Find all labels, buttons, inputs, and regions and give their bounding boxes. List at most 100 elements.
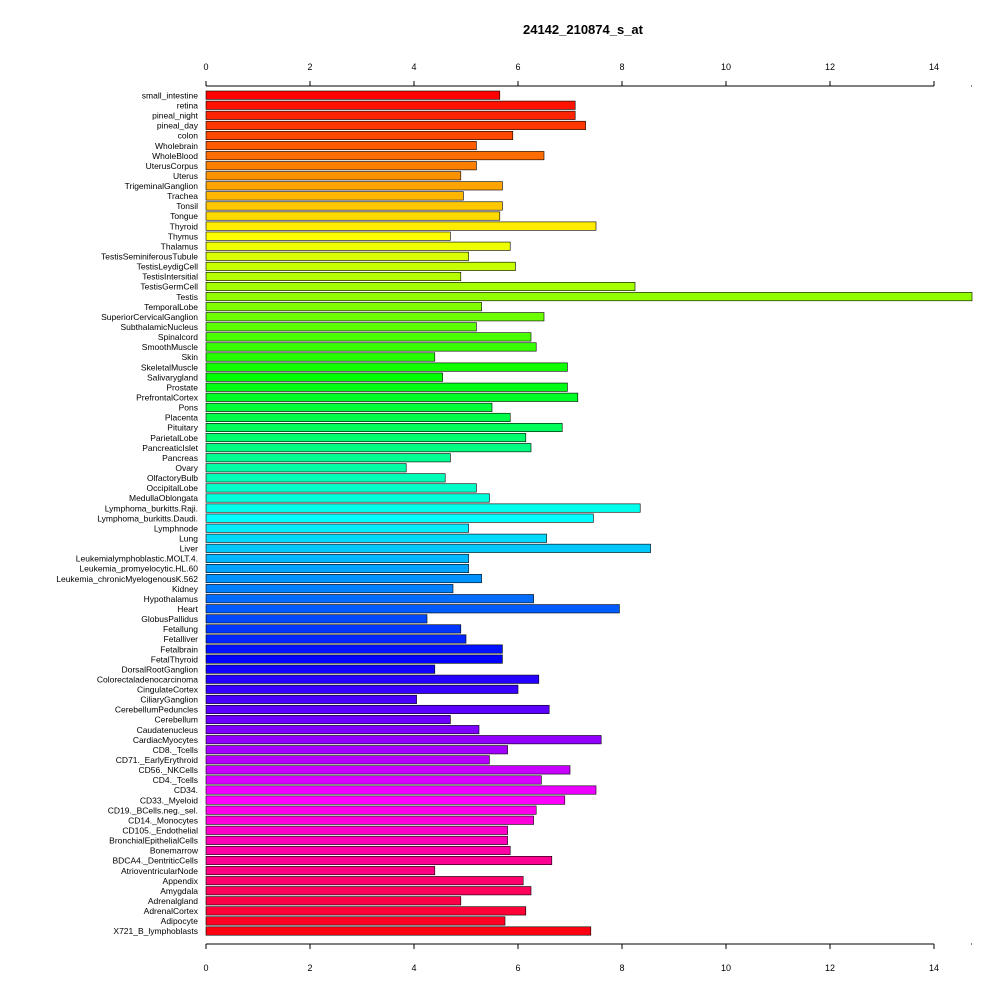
- category-label: Placenta: [165, 413, 198, 423]
- bar-Wholebrain: [205, 141, 477, 151]
- bar-CD105._Endothelial: [205, 825, 508, 835]
- bar-Fetalliver: [205, 634, 467, 644]
- category-label: Pons: [179, 403, 198, 413]
- category-label: Trachea: [167, 191, 198, 201]
- bar-DorsalRootGanglion: [205, 664, 436, 674]
- bar-CD14._Monocytes: [205, 815, 534, 825]
- bar-Bonemarrow: [205, 845, 511, 855]
- category-label: AtrioventricularNode: [121, 866, 198, 876]
- top-axis-tick-label: 4: [411, 62, 416, 72]
- category-label: CD105._Endothelial: [122, 826, 198, 836]
- category-label: Bonemarrow: [150, 846, 199, 856]
- category-label: Leukemialymphoblastic.MOLT.4.: [76, 554, 198, 564]
- category-label: Fetallung: [163, 624, 198, 634]
- bar-Liver: [205, 543, 651, 553]
- bar-Ovary: [205, 463, 407, 473]
- bar-WholeBlood: [205, 151, 545, 161]
- bar-PancreaticIslet: [205, 443, 532, 453]
- category-label: OlfactoryBulb: [147, 473, 198, 483]
- category-label: Wholebrain: [155, 141, 198, 151]
- category-label: CD71._EarlyErythroid: [116, 755, 198, 765]
- chart-title: 24142_210874_s_at: [523, 22, 644, 37]
- category-label: Lymphoma_burkitts.Daudi.: [97, 513, 198, 523]
- bar-CD56._NKCells: [205, 765, 571, 775]
- bar-CD19._BCells.neg._sel.: [205, 805, 537, 815]
- bar-Pituitary: [205, 423, 563, 433]
- bar-Thyroid: [205, 221, 597, 231]
- category-label: SkeletalMuscle: [141, 362, 198, 372]
- bar-pineal_night: [205, 110, 576, 120]
- category-label: SmoothMuscle: [142, 342, 198, 352]
- category-label: Tongue: [170, 211, 198, 221]
- category-label: CardiacMyocytes: [133, 735, 198, 745]
- category-label: CiliaryGanglion: [140, 695, 198, 705]
- category-label: Lung: [179, 533, 198, 543]
- bar-CerebellumPeduncles: [205, 704, 550, 714]
- bar-SkeletalMuscle: [205, 362, 568, 372]
- bar-BronchialEpithelialCells: [205, 835, 508, 845]
- category-label: SuperiorCervicalGanglion: [101, 312, 198, 322]
- top-axis-tick-label: 2: [307, 62, 312, 72]
- bar-TestisLeydigCell: [205, 261, 516, 271]
- category-label: AdrenalCortex: [144, 906, 199, 916]
- category-label: pineal_day: [157, 121, 199, 131]
- bar-UterusCorpus: [205, 161, 477, 171]
- bar-CiliaryGanglion: [205, 694, 417, 704]
- bottom-axis: 0 2 4 6 8 10 12 14: [203, 943, 972, 973]
- category-label: retina: [177, 100, 199, 110]
- bar-BDCA4._DentriticCells: [205, 856, 553, 866]
- top-axis: 0 2 4 6 8 10 12 14: [203, 62, 972, 87]
- category-label: ParietalLobe: [150, 433, 198, 443]
- category-label: Fetalbrain: [160, 644, 198, 654]
- bar-Prostate: [205, 382, 568, 392]
- bar-Salivarygland: [205, 372, 443, 382]
- category-label: CD14._Monocytes: [128, 815, 198, 825]
- category-label: Skin: [181, 352, 198, 362]
- bar-Placenta: [205, 412, 511, 422]
- category-label: X721_B_lymphoblasts: [113, 926, 198, 936]
- category-label: Ovary: [175, 463, 198, 473]
- bar-Appendix: [205, 876, 524, 886]
- category-label: Leukemia_promyelocytic.HL.60: [79, 564, 198, 574]
- category-label: Hypothalamus: [144, 594, 198, 604]
- category-label: Pancreas: [162, 453, 198, 463]
- category-label: small_intestine: [142, 90, 198, 100]
- category-label: Adrenalgland: [148, 896, 198, 906]
- category-label: Kidney: [172, 584, 199, 594]
- bottom-axis-tick-label: 4: [411, 963, 416, 973]
- bar-Spinalcord: [205, 332, 532, 342]
- bar-Caudatenucleus: [205, 725, 480, 735]
- category-label: TemporalLobe: [144, 302, 198, 312]
- category-label: Spinalcord: [158, 332, 198, 342]
- bar-MedullaOblongata: [205, 493, 490, 503]
- category-label: CingulateCortex: [137, 685, 199, 695]
- bar-CD8._Tcells: [205, 745, 508, 755]
- bar-CD4._Tcells: [205, 775, 542, 785]
- category-label: Lymphnode: [154, 523, 198, 533]
- bar-Cerebellum: [205, 715, 451, 725]
- bar-Pons: [205, 402, 493, 412]
- bar-OccipitalLobe: [205, 483, 477, 493]
- bar-Leukemialymphoblastic.MOLT.4.: [205, 553, 469, 563]
- bar-OlfactoryBulb: [205, 473, 446, 483]
- bottom-axis-tick-label: 6: [515, 963, 520, 973]
- bar-Leukemia_promyelocytic.HL.60: [205, 563, 469, 573]
- category-label: SubthalamicNucleus: [121, 322, 198, 332]
- bar-Trachea: [205, 191, 464, 201]
- category-label: MedullaOblongata: [129, 493, 198, 503]
- top-axis-tick-label: 10: [721, 62, 731, 72]
- top-axis-tick-label: 8: [619, 62, 624, 72]
- category-label: Adipocyte: [161, 916, 199, 926]
- bottom-axis-tick-label: 0: [203, 963, 208, 973]
- bar-SuperiorCervicalGanglion: [205, 312, 545, 322]
- category-label: CD8._Tcells: [153, 745, 198, 755]
- category-label: Salivarygland: [147, 372, 198, 382]
- category-label: Amygdala: [160, 886, 198, 896]
- bottom-axis-tick-label: 2: [307, 963, 312, 973]
- category-label: CD19._BCells.neg._sel.: [108, 805, 198, 815]
- category-label: WholeBlood: [152, 151, 198, 161]
- bar-Colorectaladenocarcinoma: [205, 674, 540, 684]
- category-label: TestisLeydigCell: [137, 262, 199, 272]
- bar-CingulateCortex: [205, 684, 519, 694]
- bar-Amygdala: [205, 886, 532, 896]
